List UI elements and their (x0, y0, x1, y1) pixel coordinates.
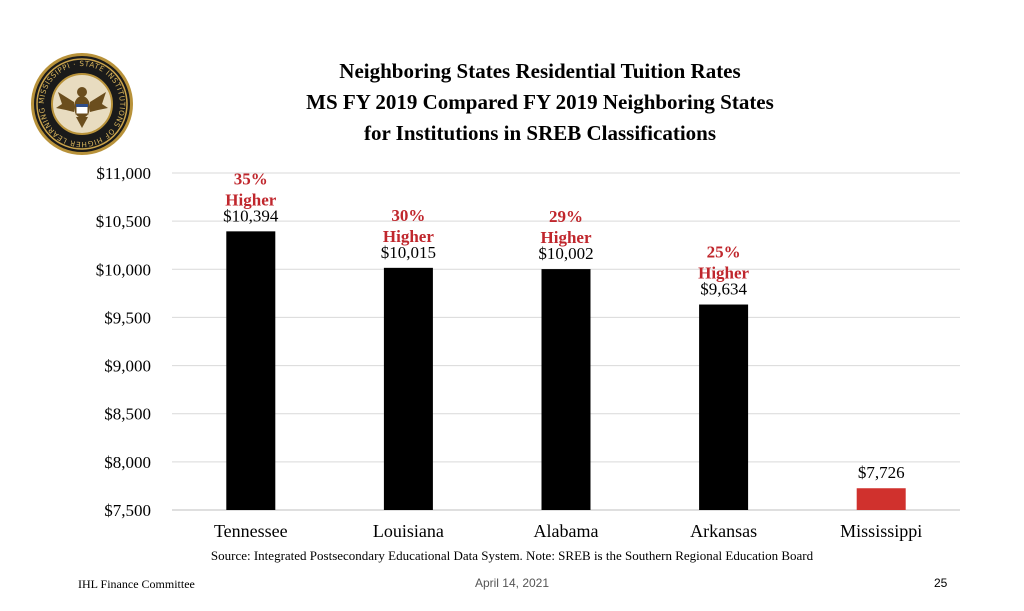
x-tick-label: Louisiana (373, 521, 444, 541)
data-label: $10,002 (538, 244, 593, 263)
bar (383, 267, 433, 510)
y-tick-label: $7,500 (104, 501, 151, 520)
higher-annotation: Higher (383, 227, 434, 246)
percent-annotation: 29% (549, 207, 583, 226)
bar (541, 269, 591, 510)
bar (856, 488, 906, 510)
x-tick-label: Arkansas (690, 521, 757, 541)
footer-page-number: 25 (934, 576, 948, 590)
y-tick-label: $9,500 (104, 308, 151, 327)
data-label: $7,726 (858, 463, 905, 482)
percent-annotation: 30% (391, 206, 425, 225)
eagle-icon (56, 87, 108, 128)
bar (226, 231, 276, 511)
y-tick-label: $9,000 (104, 357, 151, 376)
chart-title: Neighboring States Residential Tuition R… (170, 56, 910, 149)
data-label: $10,394 (223, 206, 279, 225)
x-tick-label: Alabama (534, 521, 599, 541)
source-note: Source: Integrated Postsecondary Educati… (210, 548, 814, 563)
y-tick-label: $11,000 (96, 164, 151, 183)
percent-annotation: 35% (234, 169, 268, 188)
x-tick-label: Mississippi (840, 521, 922, 541)
bar (699, 304, 749, 510)
y-tick-label: $10,000 (96, 260, 151, 279)
ihl-seal-logo: MISSISSIPPI · STATE INSTITUTIONS OF HIGH… (30, 52, 133, 155)
title-line-3: for Institutions in SREB Classifications (363, 121, 717, 145)
data-label: $9,634 (700, 280, 747, 299)
data-label: $10,015 (381, 243, 436, 262)
y-tick-label: $8,000 (104, 453, 151, 472)
y-tick-label: $10,500 (96, 212, 151, 231)
footer-date: April 14, 2021 (474, 576, 550, 590)
x-tick-label: Tennessee (214, 521, 288, 541)
y-tick-label: $8,500 (104, 405, 151, 424)
higher-annotation: Higher (541, 228, 592, 247)
footer-committee: IHL Finance Committee (78, 577, 195, 591)
higher-annotation: Higher (698, 264, 749, 283)
title-line-1: Neighboring States Residential Tuition R… (339, 59, 741, 83)
title-line-2: MS FY 2019 Compared FY 2019 Neighboring … (306, 90, 774, 114)
higher-annotation: Higher (225, 190, 276, 209)
percent-annotation: 25% (707, 243, 741, 262)
